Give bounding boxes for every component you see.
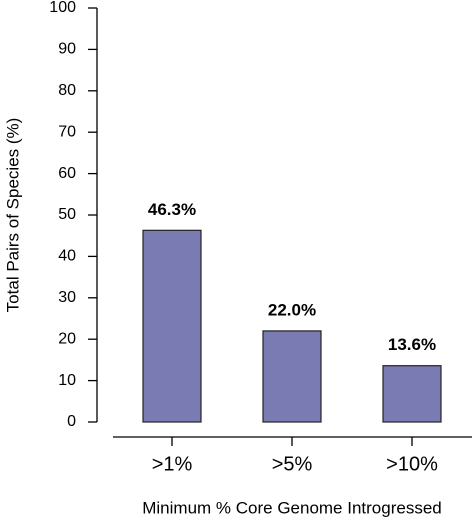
y-tick-label: 100 (49, 0, 76, 16)
bar (382, 365, 442, 423)
y-tick-label: 20 (58, 330, 76, 347)
x-axis-label: Minimum % Core Genome Introgressed (142, 498, 442, 517)
value-label: 13.6% (388, 335, 436, 354)
y-tick-label: 70 (58, 123, 76, 140)
bar (142, 229, 202, 423)
x-tick-label: >10% (386, 453, 438, 475)
value-label: 46.3% (148, 200, 196, 219)
y-tick-label: 90 (58, 41, 76, 58)
x-tick-label: >1% (152, 453, 193, 475)
y-tick-label: 10 (58, 372, 76, 389)
y-tick-label: 30 (58, 289, 76, 306)
y-tick-label: 50 (58, 206, 76, 223)
y-tick-label: 40 (58, 248, 76, 265)
y-tick-label: 0 (67, 413, 76, 430)
x-tick-label: >5% (272, 453, 313, 475)
y-tick-label: 80 (58, 82, 76, 99)
y-axis-label: Total Pairs of Species (%) (3, 118, 22, 313)
y-tick-label: 60 (58, 165, 76, 182)
value-label: 22.0% (268, 300, 316, 319)
bar (262, 330, 322, 423)
